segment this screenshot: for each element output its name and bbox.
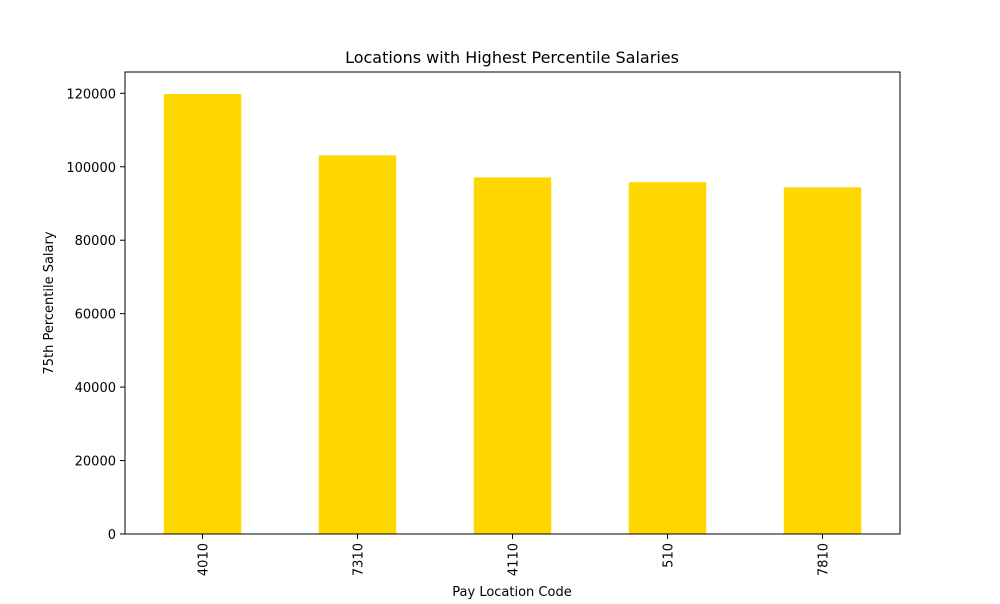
x-tick-label: 7310	[352, 543, 367, 576]
y-tick-label: 40000	[75, 381, 116, 396]
x-tick-label: 510	[662, 543, 677, 568]
bar-4110	[473, 177, 552, 534]
y-tick-label: 120000	[66, 87, 116, 102]
x-tick-label: 7810	[817, 543, 832, 576]
x-tick-label: 4010	[197, 543, 212, 576]
y-tick-label: 80000	[75, 234, 116, 249]
bar-7310	[318, 155, 397, 534]
x-axis-ticks: 4010 7310 4110 510 7810	[197, 534, 832, 576]
x-axis-label: Pay Location Code	[452, 585, 571, 600]
y-tick-label: 100000	[66, 161, 116, 176]
x-tick-label: 4110	[507, 543, 522, 576]
y-tick-label: 0	[108, 528, 116, 543]
plot-area: 0 20000 40000 60000 80000 100000 120000 4010 73…	[66, 71, 901, 576]
y-axis-ticks: 0 20000 40000 60000 80000 100000 120000	[66, 87, 125, 543]
y-tick-label: 60000	[75, 308, 116, 323]
bar-7810	[783, 187, 862, 534]
bars-group	[163, 94, 862, 535]
y-axis-label: 75th Percentile Salary	[42, 231, 57, 374]
y-tick-label: 20000	[75, 455, 116, 470]
bar-4010	[163, 94, 242, 534]
bar-510	[628, 182, 707, 535]
chart-title: Locations with Highest Percentile Salari…	[345, 48, 679, 67]
